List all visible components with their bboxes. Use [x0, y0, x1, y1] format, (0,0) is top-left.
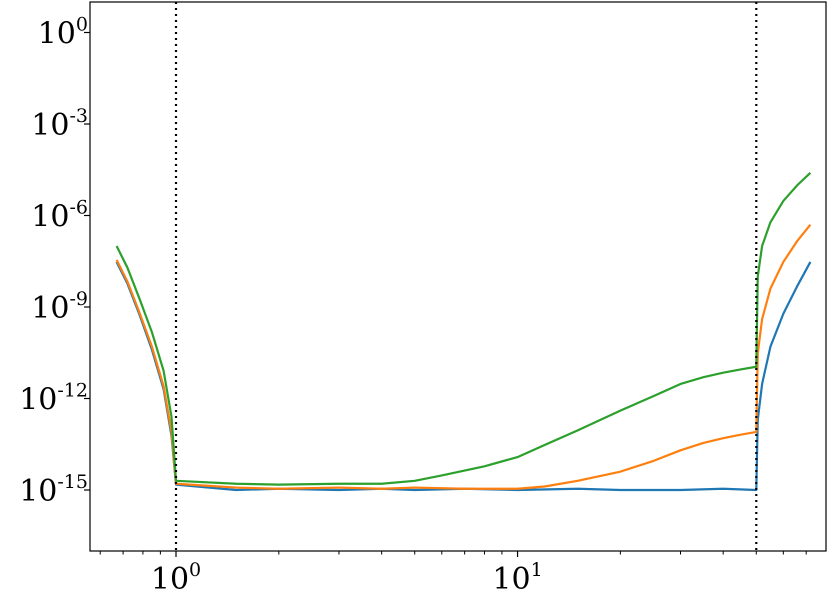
x-tick-label: 101	[492, 559, 542, 595]
x-axis: 100 101	[99, 551, 807, 595]
x-tick-label: 100	[151, 559, 201, 595]
y-tick-label: 100	[38, 14, 88, 52]
y-tick-label: 10-15	[19, 471, 88, 509]
y-tick-label: 10-12	[19, 380, 88, 418]
series-line-2	[115, 223, 812, 490]
series-line-3	[115, 172, 812, 486]
y-axis: 100 10-3 10-6 10-9 10-12 10-15	[19, 14, 90, 509]
y-tick-label: 10-9	[31, 288, 88, 326]
plot-frame	[89, 1, 827, 552]
series-layer	[115, 172, 812, 492]
reference-lines	[174, 2, 758, 551]
y-tick-label: 10-6	[31, 197, 88, 235]
y-tick-label: 10-3	[31, 105, 88, 143]
